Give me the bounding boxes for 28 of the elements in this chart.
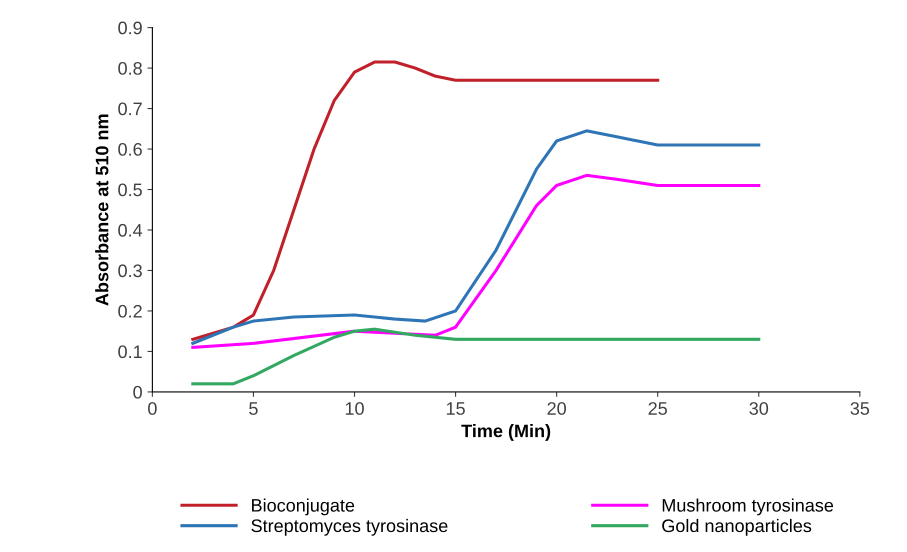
y-tick-label: 0 (133, 386, 142, 399)
legend-label: Streptomyces tyrosinase (251, 518, 448, 536)
x-tick-label: 30 (749, 402, 768, 415)
y-tick-label: 0.7 (118, 102, 142, 116)
y-tick-label: 0.8 (118, 62, 142, 75)
x-tick-label: 15 (446, 402, 465, 415)
x-tick-label: 0 (148, 402, 157, 415)
legend-label: Bioconjugate (252, 498, 354, 516)
x-tick-label: 5 (249, 402, 258, 415)
legend-label: Gold nanoparticles (662, 518, 812, 536)
line-series (191, 60, 660, 341)
x-tick-label: 10 (346, 402, 364, 415)
x-tick-label: 20 (548, 402, 566, 415)
y-tick-label: 0.9 (118, 22, 142, 34)
line-series (191, 129, 760, 345)
x-tick-label: 25 (648, 402, 667, 415)
line-series (191, 174, 760, 349)
y-tick-label: 0.1 (118, 345, 142, 358)
x-tick-label: 35 (850, 402, 870, 415)
y-axis-title: Absorbance at 510 nm (95, 114, 108, 306)
line-series (191, 328, 760, 386)
y-tick-label: 0.6 (118, 142, 142, 156)
legend-label: Mushroom tyrosinase (662, 498, 834, 516)
x-axis-title: Time (Min) (461, 424, 550, 441)
y-tick-label: 0.3 (118, 264, 142, 278)
y-tick-label: 0.2 (118, 304, 142, 318)
y-tick-label: 0.5 (118, 183, 142, 196)
y-tick-label: 0.4 (118, 224, 142, 237)
